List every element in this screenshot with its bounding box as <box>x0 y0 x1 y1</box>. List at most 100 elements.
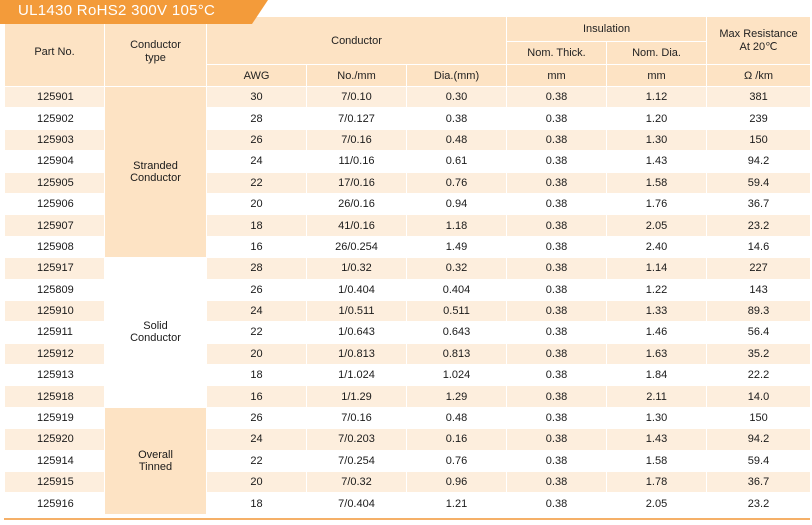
cell-nom-thick: 0.38 <box>506 214 608 237</box>
cell-nom-thick: 0.38 <box>506 471 608 494</box>
cell-awg: 18 <box>206 214 307 237</box>
cell-nom-thick: 0.38 <box>506 492 608 515</box>
cell-no-mm: 1/0.813 <box>306 342 407 366</box>
cell-max-resistance: 22.2 <box>706 364 812 387</box>
cell-max-resistance: 59.4 <box>706 171 812 194</box>
table-row: 125918 16 1/1.29 1.29 0.38 2.11 14.0 <box>4 385 812 408</box>
cell-awg: 24 <box>206 150 307 173</box>
cell-no-mm: 1/0.32 <box>306 257 407 280</box>
cell-no-mm: 17/0.16 <box>306 171 407 194</box>
cell-dia-mm: 0.16 <box>405 428 508 451</box>
header-awg: AWG <box>206 64 307 87</box>
cell-nom-dia: 1.76 <box>606 192 708 216</box>
cell-nom-thick: 0.38 <box>506 257 608 280</box>
cell-nom-dia: 1.78 <box>606 471 708 494</box>
cell-max-resistance: 227 <box>706 257 812 280</box>
table-row: 125902 28 7/0.127 0.38 0.38 1.20 239 <box>4 107 812 130</box>
cell-nom-dia: 1.30 <box>606 406 708 430</box>
cell-nom-dia: 1.30 <box>606 128 708 152</box>
cell-part-no: 125913 <box>4 364 105 387</box>
cell-max-resistance: 14.0 <box>706 385 812 408</box>
header-max-resistance-label: Max Resistance At 20℃ <box>719 27 798 53</box>
cell-part-no: 125915 <box>4 471 105 494</box>
cell-nom-dia: 1.63 <box>606 342 708 366</box>
cell-no-mm: 1/0.643 <box>306 321 407 344</box>
cell-awg: 28 <box>206 257 307 280</box>
cell-nom-dia: 1.84 <box>606 364 708 387</box>
cell-part-no: 125906 <box>4 192 105 216</box>
cell-awg: 16 <box>206 385 307 408</box>
cell-part-no: 125918 <box>4 385 105 408</box>
table-row: 125916 18 7/0.404 1.21 0.38 2.05 23.2 <box>4 492 812 515</box>
header-conductor-type-label: Conductor type <box>130 38 181 64</box>
cell-part-no: 125917 <box>4 257 105 280</box>
cell-nom-thick: 0.38 <box>506 299 608 323</box>
cell-dia-mm: 0.61 <box>405 150 508 173</box>
table-row: 125908 16 26/0.254 1.49 0.38 2.40 14.6 <box>4 235 812 259</box>
cell-nom-thick: 0.38 <box>506 428 608 451</box>
cell-no-mm: 7/0.254 <box>306 449 407 473</box>
cell-dia-mm: 0.404 <box>405 278 508 301</box>
cell-nom-dia: 2.05 <box>606 492 708 515</box>
cell-no-mm: 7/0.404 <box>306 492 407 515</box>
cell-awg: 24 <box>206 299 307 323</box>
cell-part-no: 125902 <box>4 107 105 130</box>
cell-no-mm: 41/0.16 <box>306 214 407 237</box>
cell-max-resistance: 36.7 <box>706 192 812 216</box>
cell-part-no: 125919 <box>4 406 105 430</box>
table-row: 125919 Overall Tinned 26 7/0.16 0.48 0.38 1.30… <box>4 406 812 515</box>
cell-max-resistance: 143 <box>706 278 812 301</box>
cell-max-resistance: 23.2 <box>706 214 812 237</box>
cell-nom-thick: 0.38 <box>506 171 608 194</box>
cell-part-no: 125920 <box>4 428 105 451</box>
cell-no-mm: 7/0.32 <box>306 471 407 494</box>
cell-nom-thick: 0.38 <box>506 85 608 109</box>
cell-part-no: 125908 <box>4 235 105 259</box>
cell-nom-thick: 0.38 <box>506 107 608 130</box>
cell-dia-mm: 0.511 <box>405 299 508 323</box>
cell-max-resistance: 94.2 <box>706 428 812 451</box>
header-max-resistance: Max Resistance At 20℃ <box>706 16 812 65</box>
header-conductor: Conductor <box>205 16 508 65</box>
cell-nom-thick: 0.38 <box>506 192 608 216</box>
header-nom-thick: Nom. Thick. <box>506 41 608 65</box>
cell-awg: 20 <box>206 342 307 366</box>
title-banner: UL1430 RoHS2 300V 105°C <box>0 0 268 24</box>
cell-no-mm: 7/0.127 <box>306 107 407 130</box>
table-body: 125901 Stranded Conductor 30 7/0.10 0.30 0.38… <box>4 85 812 515</box>
cell-nom-dia: 2.11 <box>606 385 708 408</box>
cell-max-resistance: 239 <box>706 107 812 130</box>
cell-part-no: 125912 <box>4 342 105 366</box>
table-row: 125915 20 7/0.32 0.96 0.38 1.78 36.7 <box>4 471 812 494</box>
cell-awg: 26 <box>206 128 307 152</box>
cell-part-no: 125907 <box>4 214 105 237</box>
cell-max-resistance: 56.4 <box>706 321 812 344</box>
cell-nom-thick: 0.38 <box>506 278 608 301</box>
table-row: 125917 Solid Conductor 28 1/0.32 0.32 0.38 1.1… <box>4 257 812 408</box>
cell-dia-mm: 0.76 <box>405 171 508 194</box>
cell-no-mm: 26/0.254 <box>306 235 407 259</box>
cell-part-no: 125905 <box>4 171 105 194</box>
cell-nom-dia: 1.33 <box>606 299 708 323</box>
cell-nom-thick: 0.38 <box>506 321 608 344</box>
cell-no-mm: 7/0.10 <box>306 85 407 109</box>
table-row: 125901 Stranded Conductor 30 7/0.10 0.30 0.38… <box>4 85 812 259</box>
cell-dia-mm: 0.32 <box>405 257 508 280</box>
cell-nom-dia: 1.22 <box>606 278 708 301</box>
cell-nom-thick: 0.38 <box>506 406 608 430</box>
cell-part-no: 125904 <box>4 150 105 173</box>
cell-nom-dia: 1.43 <box>606 150 708 173</box>
table-row: 125910 24 1/0.511 0.511 0.38 1.33 89.3 <box>4 299 812 323</box>
page-title: UL1430 RoHS2 300V 105°C <box>18 2 216 19</box>
cell-max-resistance: 36.7 <box>706 471 812 494</box>
cell-nom-dia: 2.40 <box>606 235 708 259</box>
cell-dia-mm: 1.29 <box>405 385 508 408</box>
cell-nom-thick: 0.38 <box>506 385 608 408</box>
cell-dia-mm: 0.96 <box>405 471 508 494</box>
cell-awg: 18 <box>206 492 307 515</box>
cell-max-resistance: 381 <box>706 85 812 109</box>
cell-max-resistance: 35.2 <box>706 342 812 366</box>
cell-conductor-type: Solid Conductor <box>104 257 207 408</box>
cell-max-resistance: 14.6 <box>706 235 812 259</box>
table-row: 125912 20 1/0.813 0.813 0.38 1.63 35.2 <box>4 342 812 366</box>
